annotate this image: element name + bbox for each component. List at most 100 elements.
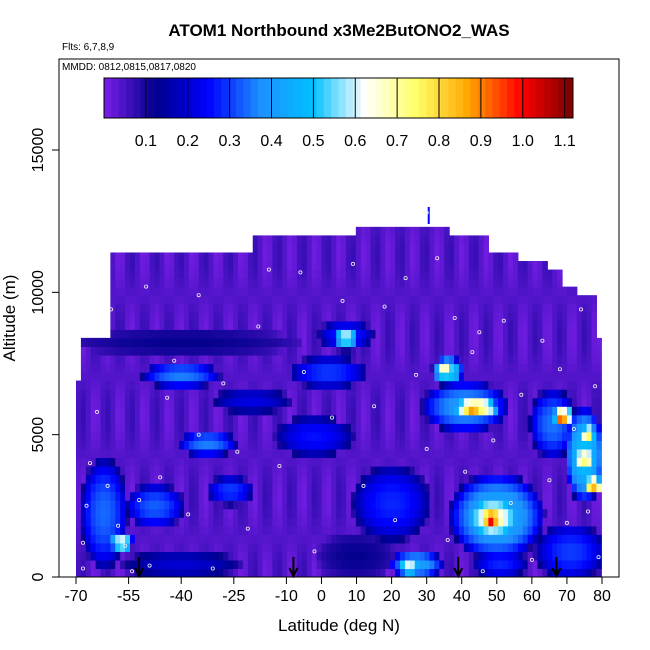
heatmap-cell — [198, 406, 205, 416]
heatmap-cell — [100, 380, 107, 390]
heatmap-cell — [76, 559, 82, 570]
heatmap-cell — [223, 278, 229, 288]
heatmap-cell — [105, 457, 111, 467]
heatmap-cell — [159, 517, 165, 527]
heatmap-cell — [380, 261, 386, 271]
heatmap-cell — [508, 320, 514, 330]
heatmap-cell — [365, 320, 372, 330]
heatmap-cell — [493, 542, 499, 552]
heatmap-cell — [557, 397, 563, 407]
heatmap-cell — [522, 329, 529, 339]
heatmap-cell — [350, 431, 357, 441]
heatmap-cell — [228, 286, 234, 296]
heatmap-cell — [233, 380, 239, 390]
heatmap-cell — [242, 261, 249, 271]
heatmap-cell — [139, 534, 146, 544]
heatmap-cell — [537, 372, 543, 382]
heatmap-cell — [390, 568, 396, 577]
heatmap-cell — [517, 491, 524, 501]
heatmap-cell — [208, 525, 215, 535]
heatmap-cell — [115, 303, 121, 313]
heatmap-cell — [179, 551, 185, 561]
flights-note: Flts: 6,7,8,9 — [62, 42, 115, 53]
heatmap-cell — [233, 320, 239, 330]
heatmap-cell — [557, 474, 563, 484]
colorbar-step — [133, 78, 142, 118]
sample-point — [196, 432, 201, 437]
heatmap-cell — [404, 226, 411, 236]
heatmap-cell — [341, 559, 347, 570]
heatmap-cell — [370, 423, 377, 433]
heatmap-cell — [365, 559, 372, 570]
heatmap-cell — [375, 508, 381, 518]
heatmap-cell — [532, 261, 539, 271]
heatmap-cell — [336, 397, 342, 407]
heatmap-cell — [115, 312, 121, 322]
heatmap-cell — [355, 320, 362, 330]
heatmap-cell — [439, 226, 445, 236]
heatmap-cell — [301, 440, 308, 450]
heatmap-cell — [301, 278, 308, 288]
heatmap-cell — [414, 226, 421, 236]
heatmap-cell — [115, 354, 121, 365]
heatmap-cell — [488, 406, 494, 416]
heatmap-cell — [532, 320, 539, 330]
heatmap-cell — [341, 465, 347, 476]
heatmap-cell — [468, 363, 475, 373]
heatmap-cell — [257, 406, 264, 416]
heatmap-cell — [247, 372, 254, 382]
heatmap-cell — [306, 525, 313, 535]
heatmap-cell — [208, 448, 215, 459]
heatmap-cell — [252, 517, 259, 527]
heatmap-cell — [282, 354, 288, 365]
heatmap-cell — [419, 483, 426, 493]
colorbar-step — [191, 78, 200, 118]
heatmap-cell — [503, 414, 509, 424]
heatmap-cell — [508, 534, 514, 544]
heatmap-cell — [228, 457, 234, 467]
heatmap-cell — [596, 534, 602, 544]
heatmap-cell — [449, 406, 455, 416]
dates-note: MMDD: 0812,0815,0817,0820 — [62, 62, 196, 73]
heatmap-cell — [444, 551, 450, 561]
sample-point — [245, 526, 250, 531]
heatmap-cell — [257, 320, 264, 330]
heatmap-cell — [424, 440, 431, 450]
heatmap-cell — [493, 474, 499, 484]
heatmap-cell — [503, 380, 509, 390]
heatmap-cell — [174, 568, 180, 577]
heatmap-cell — [311, 568, 318, 577]
heatmap-cell — [198, 278, 205, 288]
heatmap-cell — [488, 474, 494, 484]
heatmap-cell — [576, 320, 583, 330]
heatmap-cell — [341, 508, 347, 518]
sample-point — [586, 509, 591, 514]
heatmap-cell — [272, 320, 278, 330]
heatmap-cell — [522, 363, 529, 373]
heatmap-cell — [316, 500, 323, 510]
heatmap-cell — [120, 397, 126, 407]
heatmap-cell — [449, 261, 455, 271]
heatmap-cell — [488, 252, 494, 262]
heatmap-cell — [429, 380, 435, 390]
heatmap-cell — [350, 397, 357, 407]
heatmap-cell — [517, 278, 524, 288]
heatmap-cell — [252, 500, 259, 510]
heatmap-cell — [434, 269, 440, 279]
heatmap-cell — [380, 235, 386, 245]
heatmap-cell — [483, 346, 489, 356]
heatmap-cell — [125, 457, 131, 467]
heatmap-cell — [169, 448, 175, 459]
heatmap-cell — [449, 252, 455, 262]
heatmap-cell — [503, 261, 509, 271]
heatmap-cell — [512, 491, 519, 501]
heatmap-cell — [115, 252, 121, 262]
heatmap-cell — [95, 363, 102, 373]
heatmap-cell — [228, 329, 234, 339]
heatmap-cell — [120, 448, 126, 459]
heatmap-cell — [473, 312, 480, 322]
heatmap-cell — [174, 354, 180, 365]
heatmap-cell — [414, 517, 421, 527]
heatmap-cell — [498, 261, 504, 271]
heatmap-cell — [203, 303, 210, 313]
